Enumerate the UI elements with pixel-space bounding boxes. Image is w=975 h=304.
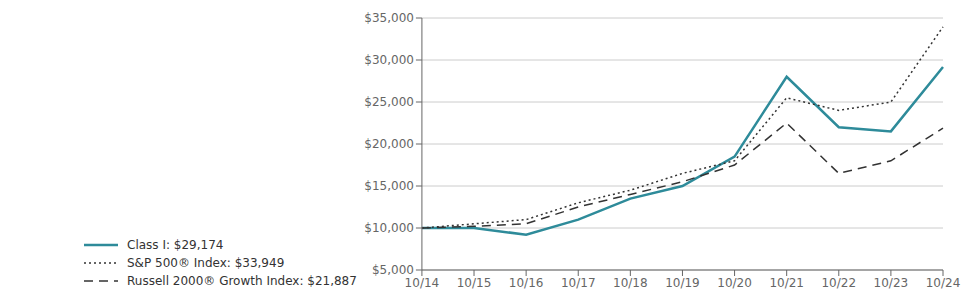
- html-text:S&P 500® Index: $33,949: S&P 500® Index: $33,949: [127, 256, 285, 270]
- svg-text:10/15: 10/15: [457, 276, 492, 290]
- svg-text:$15,000: $15,000: [364, 179, 414, 193]
- svg-text:10/17: 10/17: [561, 276, 596, 290]
- svg-text:10/16: 10/16: [509, 276, 544, 290]
- svg-text:10/23: 10/23: [874, 276, 909, 290]
- svg-text:$25,000: $25,000: [364, 95, 414, 109]
- svg-text:10/14: 10/14: [405, 276, 440, 290]
- html-text:Russell 2000® Growth Index: $2: Russell 2000® Growth Index: $21,887: [127, 274, 357, 288]
- svg-text:$5,000: $5,000: [372, 263, 414, 277]
- svg-text:$20,000: $20,000: [364, 137, 414, 151]
- svg-text:10/24: 10/24: [926, 276, 961, 290]
- svg-text:10/21: 10/21: [769, 276, 804, 290]
- svg-text:$30,000: $30,000: [364, 53, 414, 67]
- svg-text:10/19: 10/19: [665, 276, 700, 290]
- svg-text:$35,000: $35,000: [364, 11, 414, 25]
- svg-text:$10,000: $10,000: [364, 221, 414, 235]
- svg-text:10/18: 10/18: [613, 276, 648, 290]
- svg-text:10/20: 10/20: [717, 276, 752, 290]
- html-text:Class I: $29,174: Class I: $29,174: [127, 238, 224, 252]
- svg-text:10/22: 10/22: [821, 276, 856, 290]
